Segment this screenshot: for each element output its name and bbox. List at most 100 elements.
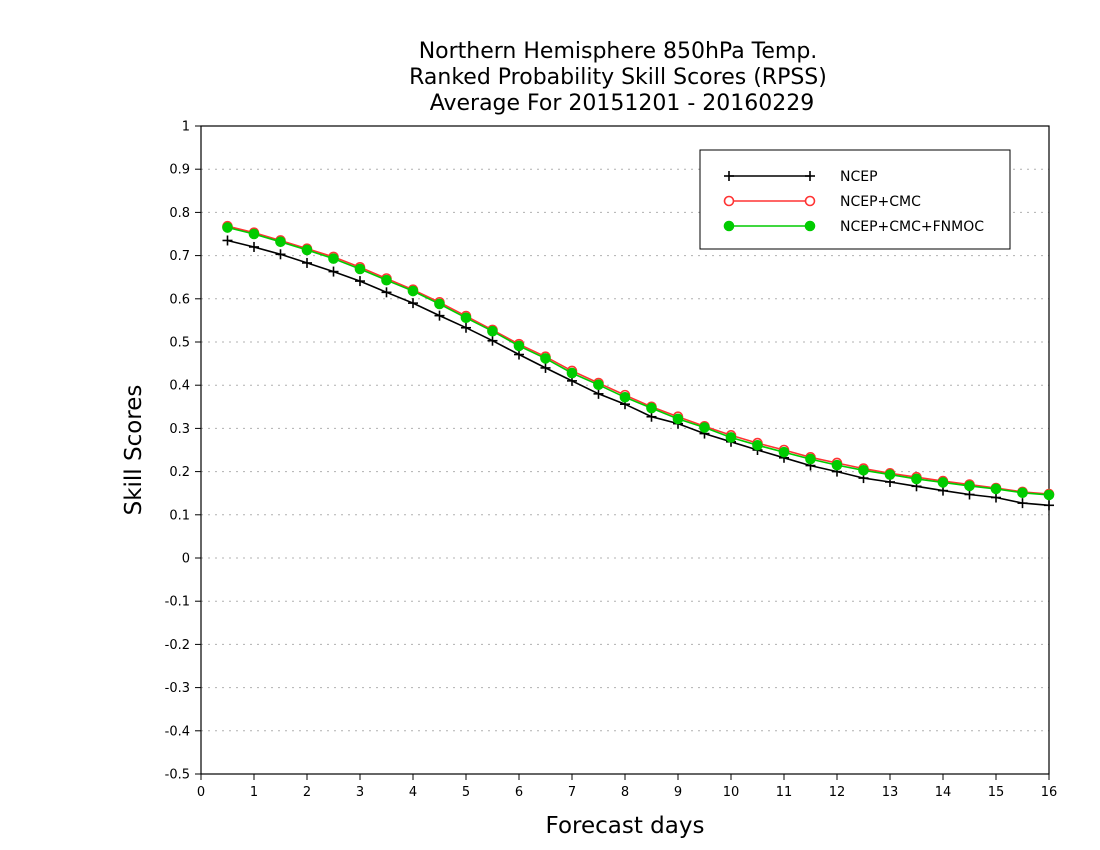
data-point	[991, 492, 1001, 503]
x-tick-label: 1	[250, 785, 258, 800]
x-tick-label: 10	[723, 785, 740, 800]
data-point	[328, 266, 339, 277]
y-tick-label: -0.2	[165, 638, 190, 653]
grid-lines	[201, 168, 1049, 732]
data-point	[593, 379, 604, 391]
data-point	[301, 244, 313, 256]
legend-label: NCEP	[840, 169, 878, 185]
data-point	[407, 285, 419, 297]
data-point	[831, 459, 843, 471]
data-point	[540, 362, 551, 373]
data-point	[248, 228, 260, 240]
y-tick-label: -0.3	[165, 681, 190, 696]
data-point	[408, 298, 418, 309]
legend-box	[699, 149, 1011, 250]
y-axis-title: Skill Scores	[121, 385, 147, 516]
data-point	[566, 367, 578, 379]
data-point	[964, 480, 975, 492]
y-tick-label: 0.2	[169, 465, 190, 480]
series-line	[227, 225, 1050, 495]
data-point	[460, 312, 472, 324]
data-point	[911, 473, 922, 485]
legend-marker	[805, 171, 815, 181]
legend: NCEP NCEP+CMC NCEP+CMC+FNMOC	[699, 149, 1011, 250]
data-point	[487, 325, 498, 337]
data-point	[699, 422, 710, 433]
data-point	[725, 432, 737, 443]
y-tick-label: 0	[182, 552, 190, 567]
x-tick-label: 6	[515, 785, 523, 800]
y-tick-label: -0.4	[165, 724, 190, 739]
data-point	[619, 391, 631, 403]
y-tick-label: 0.5	[169, 336, 190, 351]
data-point	[1017, 487, 1028, 499]
y-tick-label: 0.1	[169, 508, 190, 523]
chart-title-line-2: Ranked Probability Skill Scores (RPSS)	[409, 65, 827, 90]
data-point	[381, 274, 392, 286]
data-point	[1017, 498, 1028, 509]
data-point	[328, 253, 339, 264]
y-tick-label: 0.7	[169, 249, 190, 264]
data-point	[302, 257, 312, 268]
x-tick-label: 12	[829, 785, 846, 800]
data-point	[222, 222, 233, 233]
data-point	[275, 236, 286, 248]
legend-label: NCEP+CMC	[840, 194, 921, 210]
x-axis-title: Forecast days	[546, 813, 705, 839]
data-series	[222, 220, 1055, 511]
data-point	[354, 263, 366, 275]
x-tick-label: 9	[674, 785, 682, 800]
x-tick-label: 8	[621, 785, 629, 800]
y-tick-label: 1	[182, 120, 190, 135]
data-point	[884, 469, 896, 480]
chart-title-line-3: Average For 20151201 - 20160229	[430, 91, 815, 116]
legend-marker	[804, 195, 816, 207]
data-point	[222, 235, 233, 246]
y-tick-label: 0.9	[169, 163, 190, 178]
x-axis-ticks: 0 1 2 3 4 5 6 7 8 9 10 11 12 13 14 15 16	[197, 774, 1057, 800]
x-tick-label: 4	[409, 785, 417, 800]
series-ncep	[222, 235, 1054, 511]
y-tick-label: -0.1	[165, 595, 190, 610]
x-tick-label: 14	[935, 785, 952, 800]
y-tick-label: 0.8	[169, 206, 190, 221]
legend-marker	[723, 195, 735, 207]
y-axis-ticks: 1 0.9 0.8 0.7 0.6 0.5 0.4 0.3 0.2 0.1 0 -0.1 -0.2 -0.…	[165, 120, 201, 783]
data-point	[513, 340, 525, 352]
data-point	[1044, 500, 1054, 511]
legend-marker	[804, 220, 816, 232]
data-point	[672, 413, 684, 425]
data-point	[487, 335, 498, 346]
data-point	[646, 402, 657, 414]
data-point	[434, 298, 445, 310]
x-tick-label: 3	[356, 785, 364, 800]
legend-item: NCEP	[724, 169, 878, 185]
data-point	[646, 411, 657, 422]
chart-title: Northern Hemisphere 850hPa Temp. Ranked …	[409, 39, 827, 116]
x-tick-label: 7	[568, 785, 576, 800]
data-point	[593, 388, 604, 399]
data-point	[990, 483, 1002, 495]
legend-marker	[724, 171, 734, 181]
y-tick-label: 0.3	[169, 422, 190, 437]
data-point	[964, 489, 975, 500]
data-point	[752, 439, 763, 451]
data-point	[540, 353, 551, 364]
data-point	[434, 310, 445, 321]
chart-title-line-1: Northern Hemisphere 850hPa Temp.	[419, 39, 818, 64]
data-point	[858, 465, 869, 476]
series-line	[227, 239, 1050, 507]
x-tick-label: 16	[1041, 785, 1058, 800]
legend-item: NCEP+CMC+FNMOC	[723, 219, 984, 235]
x-tick-label: 13	[882, 785, 899, 800]
x-tick-label: 11	[776, 785, 793, 800]
data-point	[355, 276, 365, 287]
series-ncep-cmc	[222, 220, 1055, 500]
series-ncep-cmc-fnmoc	[222, 222, 1055, 501]
data-point	[1043, 489, 1055, 501]
data-point	[937, 477, 949, 488]
x-tick-label: 15	[988, 785, 1005, 800]
data-point	[249, 241, 259, 252]
y-tick-label: -0.5	[165, 768, 190, 783]
